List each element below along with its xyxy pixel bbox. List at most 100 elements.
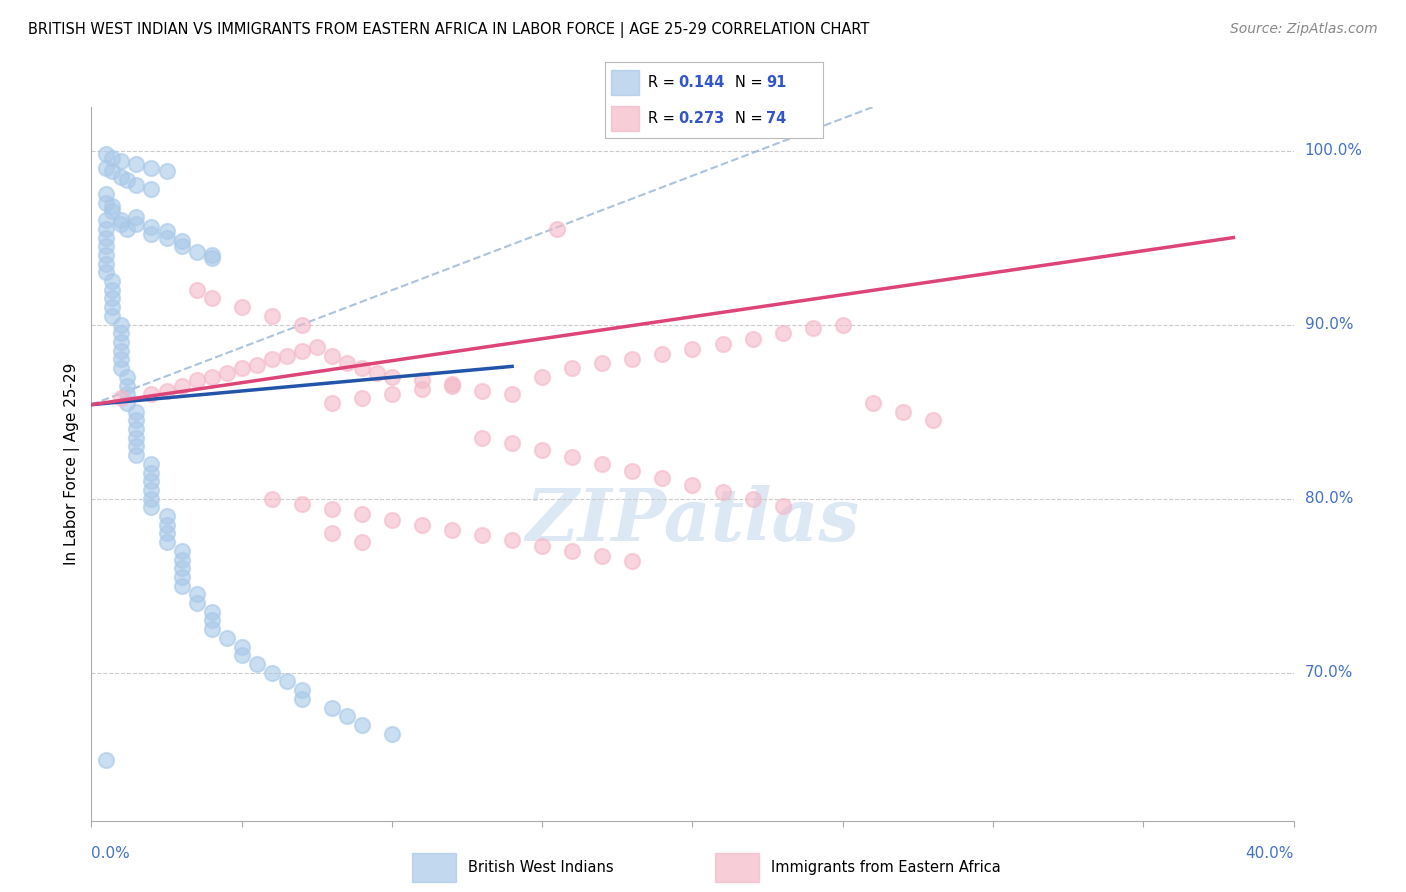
Text: 70.0%: 70.0% (1305, 665, 1353, 681)
Point (96, 161, 118, 175)
Point (141, 500, 163, 515)
Point (531, 442, 554, 457)
Point (336, 356, 359, 370)
Point (110, 352, 132, 367)
Point (350, 391, 373, 405)
Point (772, 326, 794, 341)
Point (170, 552, 193, 566)
Text: British West Indians: British West Indians (468, 860, 613, 875)
Point (231, 648, 253, 663)
Point (471, 528, 494, 542)
Point (141, 220, 163, 235)
Point (125, 178, 148, 193)
Point (201, 292, 224, 306)
Point (411, 517, 433, 532)
Point (125, 413, 148, 427)
Point (125, 448, 148, 462)
Point (101, 151, 124, 165)
Point (141, 491, 163, 506)
Bar (716, 854, 759, 881)
Point (110, 213, 132, 227)
Point (141, 182, 163, 196)
Point (141, 457, 163, 471)
Point (117, 173, 139, 187)
Point (117, 369, 139, 384)
Point (366, 367, 388, 381)
Point (291, 497, 314, 511)
Point (501, 533, 523, 548)
Point (350, 508, 373, 522)
Point (201, 605, 224, 619)
Point (186, 596, 208, 610)
Text: ZIPatlas: ZIPatlas (526, 485, 859, 557)
Point (546, 222, 568, 236)
Point (741, 332, 763, 346)
Point (201, 614, 224, 628)
Point (291, 343, 314, 358)
Point (350, 535, 373, 549)
Point (96, 257, 118, 271)
Point (891, 404, 914, 418)
Text: 90.0%: 90.0% (1305, 317, 1353, 332)
Text: 40.0%: 40.0% (1246, 846, 1294, 861)
Point (170, 544, 193, 558)
Point (155, 224, 177, 238)
Point (440, 378, 463, 392)
Point (621, 464, 644, 478)
Point (101, 283, 124, 297)
Point (201, 252, 224, 266)
Point (440, 376, 463, 391)
Point (591, 457, 613, 471)
Point (350, 361, 373, 376)
Point (531, 539, 554, 553)
Point (621, 352, 644, 367)
Point (96, 147, 118, 161)
Point (501, 387, 523, 401)
Text: BRITISH WEST INDIAN VS IMMIGRANTS FROM EASTERN AFRICA IN LABOR FORCE | AGE 25-29: BRITISH WEST INDIAN VS IMMIGRANTS FROM E… (28, 22, 869, 38)
Point (170, 579, 193, 593)
Point (260, 491, 283, 506)
Point (801, 321, 824, 335)
Point (96, 195, 118, 210)
Point (276, 674, 298, 689)
Text: 74: 74 (766, 111, 786, 126)
Point (170, 561, 193, 575)
Point (117, 396, 139, 410)
Point (186, 587, 208, 601)
Point (201, 622, 224, 636)
Text: N =: N = (735, 75, 768, 90)
Point (141, 387, 163, 401)
Text: 91: 91 (766, 75, 786, 90)
Point (96, 239, 118, 253)
Point (110, 153, 132, 168)
Point (186, 244, 208, 259)
Point (321, 349, 343, 363)
Point (381, 512, 404, 526)
Point (591, 356, 613, 370)
Point (155, 164, 177, 178)
Point (110, 343, 132, 358)
Point (96, 230, 118, 244)
Point (125, 157, 148, 171)
Bar (612, 70, 640, 95)
Point (186, 373, 208, 387)
Point (155, 535, 177, 549)
Y-axis label: In Labor Force | Age 25-29: In Labor Force | Age 25-29 (65, 363, 80, 565)
Point (117, 387, 139, 401)
Point (471, 431, 494, 445)
Point (246, 358, 269, 372)
Point (101, 274, 124, 288)
Point (125, 404, 148, 418)
Point (291, 318, 314, 332)
Point (141, 483, 163, 497)
Point (170, 234, 193, 248)
Point (110, 326, 132, 341)
Point (321, 700, 343, 714)
Point (110, 391, 132, 405)
Point (381, 726, 404, 740)
Point (231, 640, 253, 654)
Point (922, 413, 945, 427)
Text: Immigrants from Eastern Africa: Immigrants from Eastern Africa (770, 860, 1001, 875)
Point (681, 477, 703, 491)
Point (170, 378, 193, 392)
